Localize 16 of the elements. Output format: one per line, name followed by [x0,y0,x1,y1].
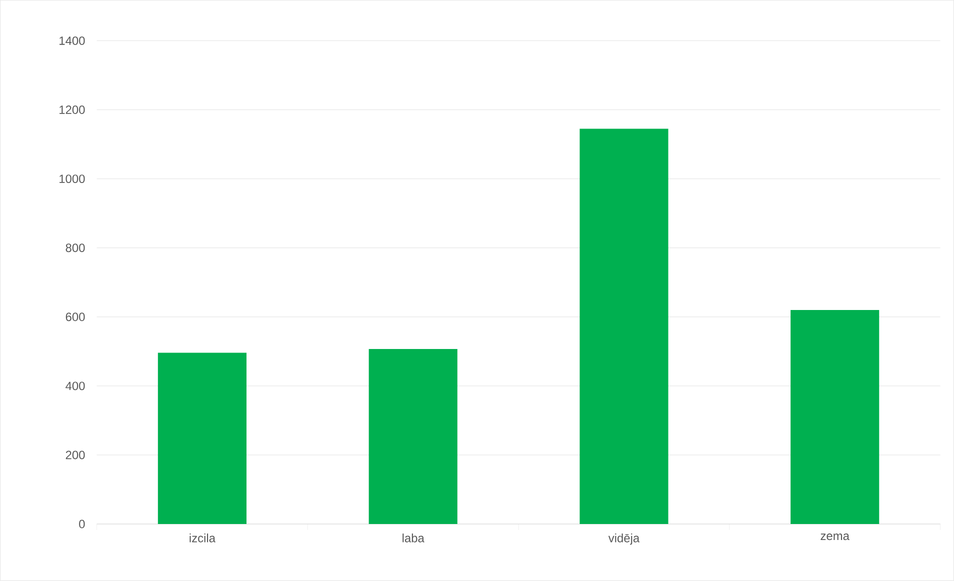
y-tick-label: 400 [66,382,85,390]
bar [368,349,458,524]
x-tick-label: laba [402,534,424,542]
y-tick-label: 600 [66,312,85,322]
bar [790,310,880,524]
bar [158,352,246,524]
x-tick-label: zema [820,534,850,540]
y-tick-label: 1000 [60,174,85,184]
x-tick-label: izcila [190,534,216,542]
y-tick-label: 1400 [60,36,85,46]
x-tick-label: vidēja [608,534,640,545]
y-tick-label: 800 [66,244,85,252]
y-tick-label: 200 [66,450,85,460]
y-tick-label: 0 [79,520,85,528]
y-tick-label: 1200 [60,106,85,114]
bar [580,128,668,524]
